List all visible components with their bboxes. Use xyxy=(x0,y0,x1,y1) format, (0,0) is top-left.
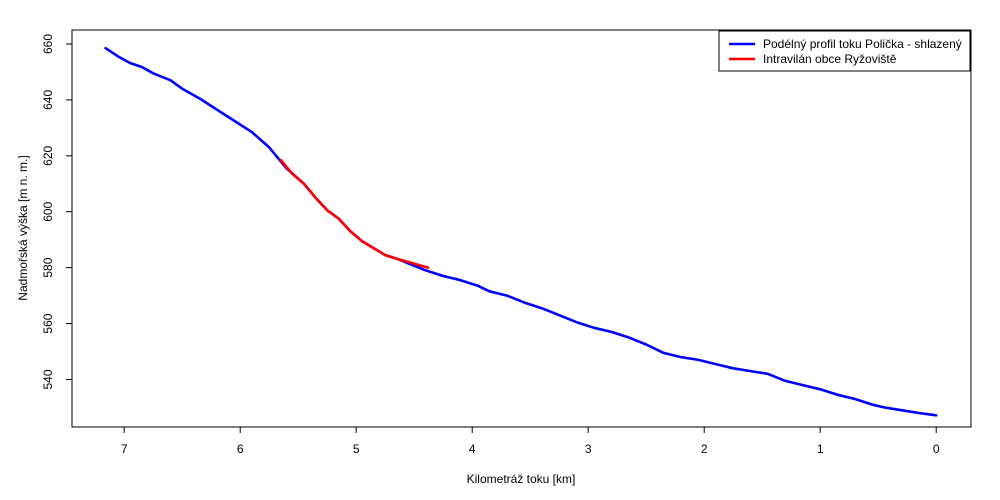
y-tick-label: 640 xyxy=(41,90,55,110)
x-tick-label: 0 xyxy=(933,442,940,456)
series-layer xyxy=(104,46,938,417)
x-axis: 7 6 5 4 3 2 1 0 xyxy=(121,427,940,456)
legend: Podélný profil toku Polička - shlazený I… xyxy=(718,30,971,72)
x-tick-label: 7 xyxy=(121,442,128,456)
x-tick-label: 6 xyxy=(237,442,244,456)
y-tick-label: 580 xyxy=(41,257,55,277)
x-tick-label: 3 xyxy=(585,442,592,456)
y-tick-label: 660 xyxy=(41,34,55,54)
plot-frame xyxy=(71,29,972,428)
legend-label-intravilan: Intravilán obce Ryžoviště xyxy=(763,52,897,66)
y-axis-label: Nadmořská výška [m n. m.] xyxy=(16,155,30,300)
series-line-1 xyxy=(279,158,430,269)
legend-label-profile: Podélný profil toku Polička - shlazený xyxy=(763,37,962,51)
series-line-0 xyxy=(104,46,938,417)
y-tick-label: 620 xyxy=(41,145,55,165)
y-axis: 540 560 580 600 620 640 660 xyxy=(41,34,72,389)
x-tick-label: 4 xyxy=(469,442,476,456)
y-tick-label: 540 xyxy=(41,369,55,389)
legend-box xyxy=(718,30,971,72)
y-tick-label: 600 xyxy=(41,201,55,221)
x-tick-label: 5 xyxy=(353,442,360,456)
x-tick-label: 1 xyxy=(817,442,824,456)
y-tick-label: 560 xyxy=(41,313,55,333)
x-tick-label: 2 xyxy=(701,442,708,456)
x-axis-label: Kilometráž toku [km] xyxy=(467,472,576,486)
